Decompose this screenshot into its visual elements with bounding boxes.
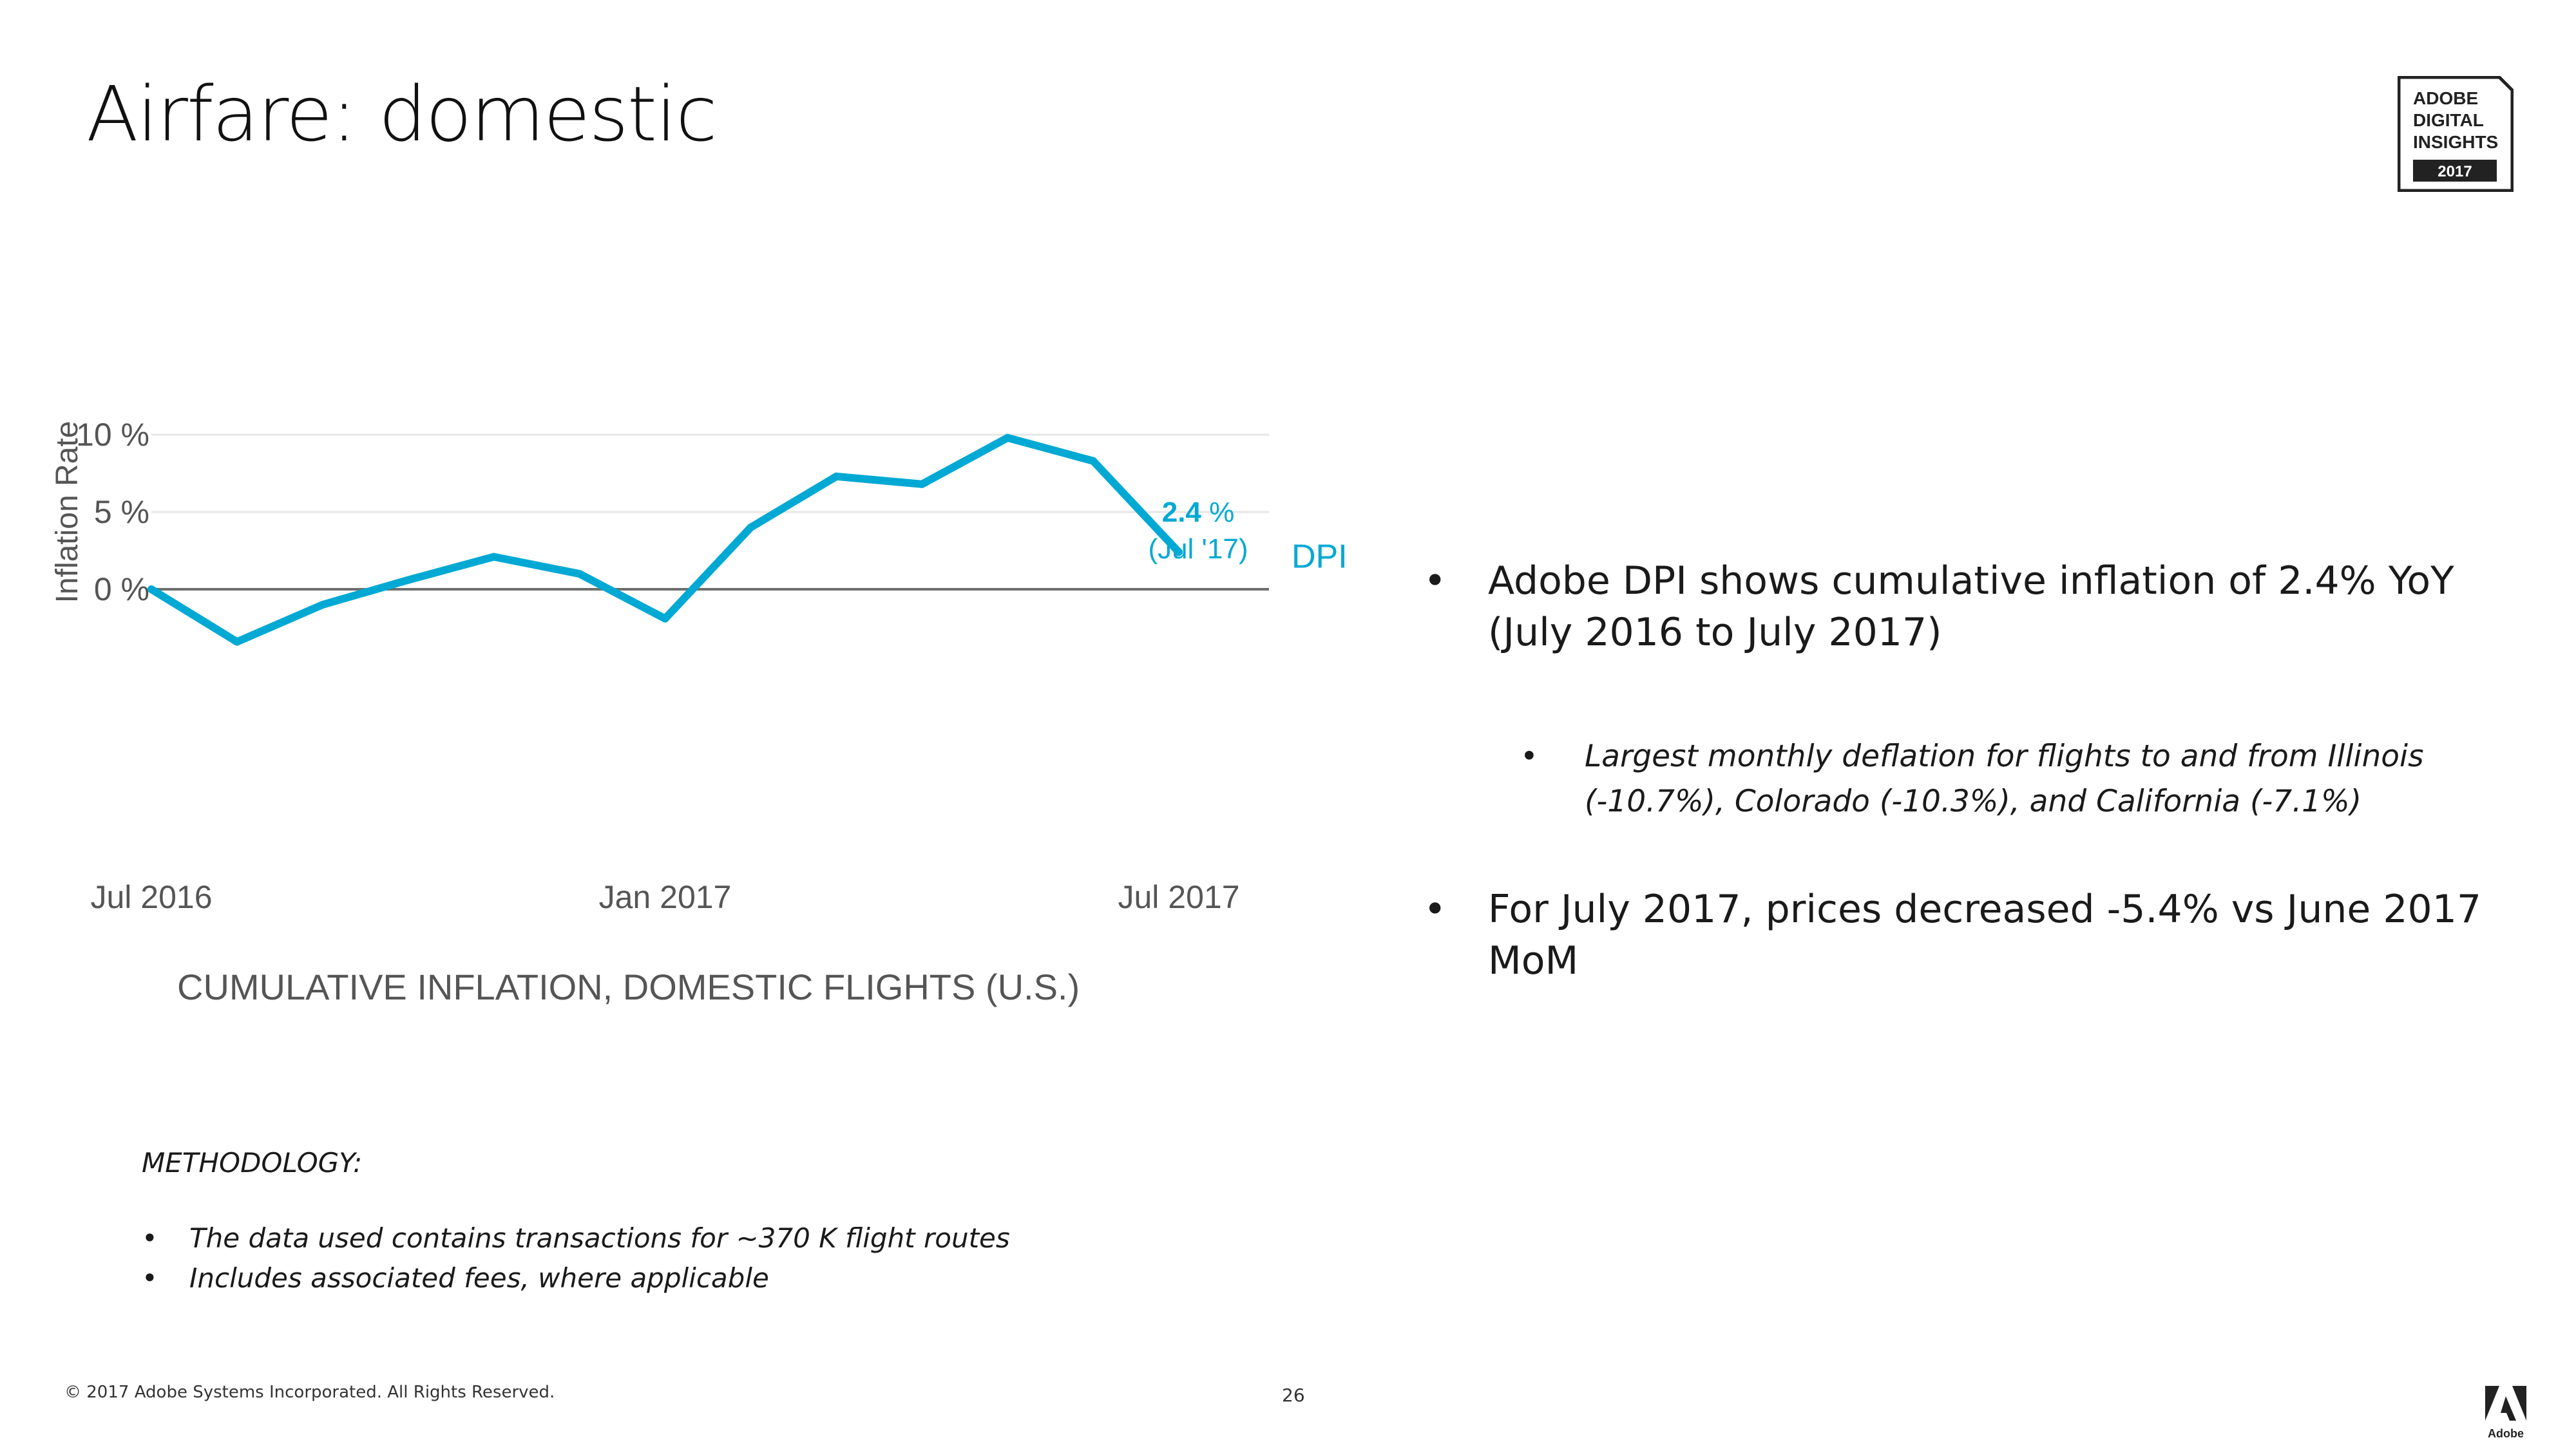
slide-title: Airfare: domestic	[86, 70, 718, 158]
end-period-label: (Jul '17)	[1148, 533, 1248, 565]
end-value-number: 2.4	[1162, 497, 1202, 528]
inflation-chart-svg: 10 % 5 % 0 % Inflation Rate Jul 2016 Jan 2017…	[50, 417, 1348, 915]
bullet-marker: •	[142, 1222, 158, 1254]
adobe-digital-insights-badge: ADOBE DIGITAL INSIGHTS 2017	[2398, 76, 2514, 192]
data-point	[575, 570, 584, 578]
bullet-marker: •	[1424, 887, 1447, 932]
methodology-item-text: Includes associated fees, where applicab…	[189, 1262, 769, 1294]
y-axis-title: Inflation Rate	[50, 421, 84, 603]
methodology-item-text: The data used contains transactions for …	[189, 1222, 1010, 1254]
adobe-logo-center	[2501, 1396, 2516, 1421]
x-tick-label: Jan 2017	[599, 879, 732, 915]
data-point	[1089, 457, 1098, 465]
x-tick-label: Jul 2016	[90, 879, 212, 915]
data-point	[918, 480, 926, 488]
key-findings: • Adobe DPI shows cumulative inflation o…	[1424, 555, 2519, 987]
bullet-marker: •	[1520, 739, 1538, 774]
y-tick-label: 10 %	[76, 417, 149, 453]
axis-layer: 10 % 5 % 0 % Inflation Rate Jul 2016 Jan 2017…	[50, 417, 1240, 915]
y-tick-label: 0 %	[94, 571, 149, 607]
badge-line-2: DIGITAL	[2413, 110, 2484, 130]
data-point	[832, 472, 841, 480]
adobe-logo-right	[2512, 1386, 2526, 1421]
methodology-section: METHODOLOGY: • The data used contains tr…	[142, 1145, 1010, 1298]
data-point	[747, 524, 755, 531]
series-name-label: DPI	[1292, 538, 1348, 575]
bullet-marker: •	[142, 1262, 158, 1294]
inflation-chart: 10 % 5 % 0 % Inflation Rate Jul 2016 Jan 2017…	[39, 399, 1391, 1043]
adobe-logo-left	[2485, 1386, 2499, 1421]
chart-title: CUMULATIVE INFLATION, DOMESTIC FLIGHTS (…	[177, 967, 1080, 1007]
series-layer	[148, 433, 1183, 646]
series-line-dpi	[148, 433, 1183, 646]
data-point	[490, 553, 498, 561]
data-point	[148, 585, 155, 593]
page-number: 26	[1282, 1385, 1305, 1406]
label-layer: DPI 2.4 % (Jul '17)	[1148, 497, 1347, 575]
y-tick-label: 5 %	[94, 494, 149, 530]
finding-text: For July 2017, prices decreased -5.4% vs…	[1488, 887, 2482, 983]
finding-text: Adobe DPI shows cumulative inflation of …	[1488, 558, 2454, 655]
finding-sub-bullet: • Largest monthly deflation for flights …	[1520, 734, 2519, 824]
bullet-marker: •	[1424, 558, 1447, 603]
data-point	[404, 576, 412, 584]
finding-bullet: • Adobe DPI shows cumulative inflation o…	[1424, 555, 2519, 658]
x-tick-label: Jul 2017	[1118, 879, 1239, 915]
adobe-logo-text: Adobe	[2488, 1427, 2524, 1440]
data-point	[233, 638, 241, 646]
badge-line-3: INSIGHTS	[2413, 132, 2498, 152]
data-point	[661, 614, 669, 623]
copyright-notice: © 2017 Adobe Systems Incorporated. All R…	[64, 1383, 555, 1402]
data-point	[318, 601, 327, 609]
data-point	[1004, 433, 1012, 442]
badge-line-1: ADOBE	[2413, 88, 2478, 108]
badge-year: 2017	[2438, 163, 2472, 180]
finding-bullet: • For July 2017, prices decreased -5.4% …	[1424, 884, 2519, 987]
end-value-label: 2.4 %	[1162, 497, 1235, 528]
data-point	[1175, 548, 1183, 556]
methodology-heading: METHODOLOGY:	[142, 1147, 363, 1179]
adobe-logo: Adobe	[2485, 1386, 2526, 1440]
methodology-item: • Includes associated fees, where applic…	[142, 1258, 1010, 1298]
badge-year-box	[2413, 160, 2497, 182]
grid-layer	[151, 433, 1269, 591]
finding-sub-text: Largest monthly deflation for flights to…	[1585, 739, 2424, 819]
end-value-unit: %	[1201, 497, 1234, 528]
methodology-list: • The data used contains transactions fo…	[142, 1218, 1010, 1298]
methodology-item: • The data used contains transactions fo…	[142, 1218, 1010, 1258]
